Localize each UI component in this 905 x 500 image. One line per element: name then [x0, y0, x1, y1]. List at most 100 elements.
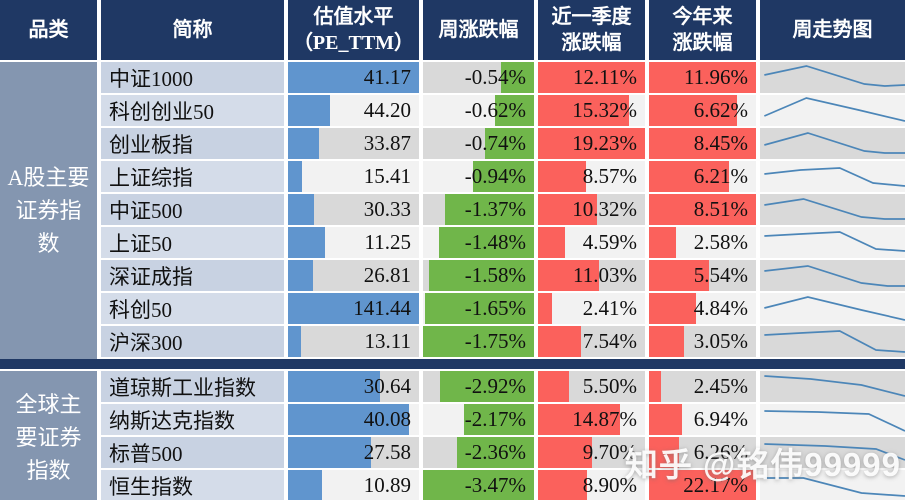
- table-row: 中证500 30.33 -1.37% 10.32% 8.51%: [101, 194, 905, 227]
- ytd-change-cell: 2.45%: [649, 371, 756, 402]
- sparkline-cell: [760, 260, 905, 291]
- category-cell: A股主要 证券指 数: [0, 62, 97, 359]
- table-header: 品类 简称 估值水平 （PE_TTM） 周涨跌幅 近一季度 涨跌幅 今年来 涨跌幅 周走势图: [0, 0, 905, 60]
- ytd-change-cell: 3.05%: [649, 326, 756, 357]
- table-body: A股主要 证券指 数中证1000 41.17 -0.54% 12.11% 11.96% 科…: [0, 62, 905, 500]
- ytd-change-cell: 5.54%: [649, 260, 756, 291]
- week-change-cell-value: -0.94%: [464, 164, 526, 188]
- week-change-cell-bar: [485, 128, 534, 159]
- sparkline-chart: [760, 194, 905, 225]
- ytd-change-cell: 22.17%: [649, 470, 756, 500]
- pe-cell-bar: [288, 128, 320, 159]
- index-name-cell: 科创创业50: [101, 95, 284, 126]
- ytd-change-cell: 6.26%: [649, 437, 756, 468]
- ytd-change-cell-value: 22.17%: [683, 473, 748, 497]
- sparkline-chart: [760, 437, 905, 468]
- ytd-change-cell-value: 5.54%: [693, 263, 748, 287]
- pe-cell: 26.81: [288, 260, 419, 291]
- week-change-cell-bar: [425, 293, 534, 324]
- sparkline-chart: [760, 293, 905, 324]
- quarter-change-cell-value: 12.11%: [573, 65, 637, 89]
- ytd-change-cell-bar: [649, 161, 730, 192]
- week-change-cell-bar: [472, 161, 534, 192]
- index-name-cell: 科创50: [101, 293, 284, 324]
- week-change-cell: -2.36%: [423, 437, 534, 468]
- quarter-change-cell-value: 11.03%: [573, 263, 637, 287]
- ytd-change-cell-bar: [649, 404, 683, 435]
- pe-cell-bar: [288, 437, 371, 468]
- sparkline-cell: [760, 437, 905, 468]
- ytd-change-cell-value: 6.94%: [693, 407, 748, 431]
- pe-cell: 10.89: [288, 470, 419, 500]
- quarter-change-cell: 14.87%: [538, 404, 645, 435]
- section-rows: 中证1000 41.17 -0.54% 12.11% 11.96% 科创创业50 44.20…: [101, 62, 905, 359]
- week-change-cell-value: -2.36%: [464, 440, 526, 464]
- sparkline-cell: [760, 128, 905, 159]
- quarter-change-cell: 10.32%: [538, 194, 645, 225]
- week-change-cell: -1.75%: [423, 326, 534, 357]
- table-row: 创业板指 33.87 -0.74% 19.23% 8.45%: [101, 128, 905, 161]
- section-rows: 道琼斯工业指数 30.64 -2.92% 5.50% 2.45% 纳斯达克指数 40.08 -…: [101, 371, 905, 500]
- watermark: 知乎 @铭伟99999: [624, 446, 901, 483]
- table-row: 科创创业50 44.20 -0.62% 15.32% 6.62%: [101, 95, 905, 128]
- quarter-change-cell-value: 9.70%: [582, 440, 637, 464]
- week-change-cell: -1.58%: [423, 260, 534, 291]
- week-change-cell: -0.94%: [423, 161, 534, 192]
- table-row: 中证1000 41.17 -0.54% 12.11% 11.96%: [101, 62, 905, 95]
- quarter-change-cell-bar: [538, 260, 599, 291]
- header-col-week: 周涨跌幅: [423, 0, 534, 60]
- ytd-change-cell: 2.58%: [649, 227, 756, 258]
- quarter-change-cell: 9.70%: [538, 437, 645, 468]
- index-name-cell: 上证综指: [101, 161, 284, 192]
- category-cell: 全球主 要证券 指数: [0, 371, 97, 500]
- week-change-cell: -1.37%: [423, 194, 534, 225]
- header-col-name: 简称: [101, 0, 284, 60]
- table-row: 恒生指数 10.89 -3.47% 8.90% 22.17%: [101, 470, 905, 500]
- week-change-cell-value: -3.47%: [464, 473, 526, 497]
- index-name-cell: 沪深300: [101, 326, 284, 357]
- ytd-change-cell-value: 6.26%: [693, 440, 748, 464]
- pe-cell-value: 40.08: [363, 407, 411, 431]
- sparkline-cell: [760, 371, 905, 402]
- pe-cell-bar: [288, 62, 419, 93]
- week-change-cell-value: -2.17%: [464, 407, 526, 431]
- week-change-cell: -0.74%: [423, 128, 534, 159]
- quarter-change-cell-value: 2.41%: [582, 296, 637, 320]
- ytd-change-cell: 6.21%: [649, 161, 756, 192]
- week-change-cell-value: -1.65%: [464, 296, 526, 320]
- quarter-change-cell: 8.90%: [538, 470, 645, 500]
- ytd-change-cell-value: 4.84%: [693, 296, 748, 320]
- sparkline-chart: [760, 260, 905, 291]
- sparkline-chart: [760, 161, 905, 192]
- week-change-cell: -1.65%: [423, 293, 534, 324]
- quarter-change-cell: 7.54%: [538, 326, 645, 357]
- section-divider: [0, 359, 905, 369]
- pe-cell-value: 26.81: [363, 263, 411, 287]
- week-change-cell-value: -0.62%: [464, 98, 526, 122]
- section-1: 全球主 要证券 指数 道琼斯工业指数 30.64 -2.92% 5.50% 2.45% 纳斯…: [0, 371, 905, 500]
- pe-cell-value: 27.58: [363, 440, 411, 464]
- sparkline-chart: [760, 326, 905, 357]
- quarter-change-cell-bar: [538, 293, 552, 324]
- quarter-change-cell: 11.03%: [538, 260, 645, 291]
- index-name-cell: 深证成指: [101, 260, 284, 291]
- sparkline-chart: [760, 128, 905, 159]
- table-row: 标普500 27.58 -2.36% 9.70% 6.26%: [101, 437, 905, 470]
- ytd-change-cell-value: 8.45%: [693, 131, 748, 155]
- ytd-change-cell: 6.62%: [649, 95, 756, 126]
- pe-cell: 33.87: [288, 128, 419, 159]
- index-name-cell: 中证500: [101, 194, 284, 225]
- ytd-change-cell-bar: [649, 194, 756, 225]
- week-change-cell-bar: [428, 260, 534, 291]
- pe-cell-bar: [288, 95, 330, 126]
- sparkline-chart: [760, 62, 905, 93]
- index-name-cell: 标普500: [101, 437, 284, 468]
- week-change-cell-bar: [464, 404, 534, 435]
- sparkline-chart: [760, 404, 905, 435]
- pe-cell-value: 41.17: [363, 65, 411, 89]
- ytd-change-cell-value: 3.05%: [693, 329, 748, 353]
- pe-cell: 30.64: [288, 371, 419, 402]
- quarter-change-cell-bar: [538, 161, 587, 192]
- pe-cell-bar: [288, 161, 303, 192]
- index-name-cell: 道琼斯工业指数: [101, 371, 284, 402]
